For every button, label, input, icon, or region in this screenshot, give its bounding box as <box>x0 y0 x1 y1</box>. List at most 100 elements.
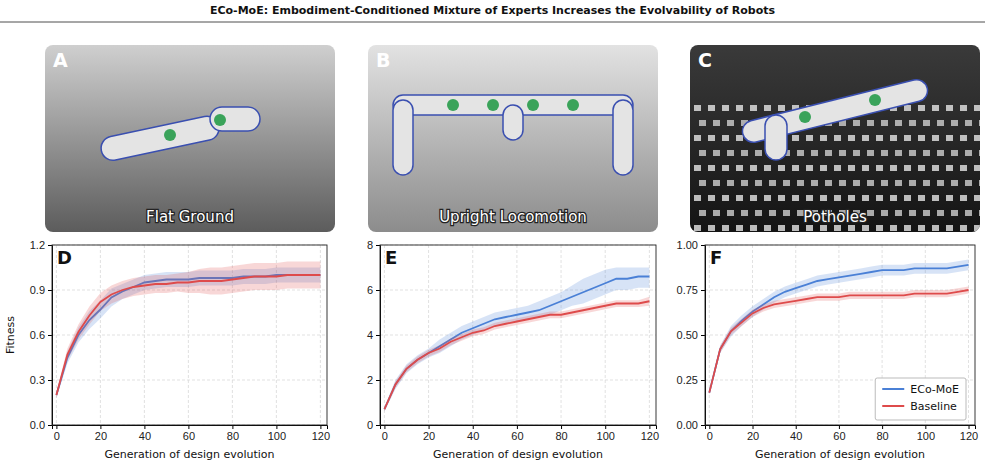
y-tick-label: 4 <box>367 329 373 341</box>
x-tick-mark <box>649 425 650 429</box>
terrain-block <box>783 180 790 186</box>
x-tick-mark <box>561 425 562 429</box>
terrain-block <box>923 180 930 186</box>
terrain-block <box>806 165 813 171</box>
x-tick-label: 20 <box>423 430 435 442</box>
terrain-block <box>848 195 855 201</box>
y-tick-label: 0.6 <box>30 329 45 341</box>
terrain-block <box>951 210 958 216</box>
x-axis-title: Generation of design evolution <box>755 448 925 461</box>
x-axis-line <box>53 426 328 430</box>
robot <box>99 107 260 163</box>
terrain-block <box>960 135 967 141</box>
x-tick-label: 0 <box>707 430 713 442</box>
image-panel: BUpright Locomotion <box>368 45 658 232</box>
terrain-block <box>750 195 757 201</box>
y-tick-mark <box>48 290 52 291</box>
panel-letter: A <box>53 49 68 71</box>
terrain-block <box>918 135 925 141</box>
terrain-block <box>932 195 939 201</box>
terrain-block <box>755 180 762 186</box>
terrain-block <box>960 105 967 111</box>
terrain-block <box>708 195 715 201</box>
confidence-band <box>709 259 968 394</box>
y-tick: 0.25 <box>677 374 705 386</box>
terrain-block <box>797 180 804 186</box>
terrain-block <box>764 165 771 171</box>
terrain-block <box>923 210 930 216</box>
x-tick-mark <box>188 425 189 429</box>
image-background <box>368 45 658 232</box>
terrain-block <box>979 180 980 186</box>
terrain-block <box>722 165 729 171</box>
x-tick-label: 120 <box>960 430 978 442</box>
x-axis-title: Generation of design evolution <box>433 448 603 461</box>
terrain-block <box>965 180 972 186</box>
terrain-block <box>820 195 827 201</box>
series-line <box>709 265 968 393</box>
y-tick: 0.9 <box>30 284 52 296</box>
terrain-block <box>895 180 902 186</box>
terrain-block <box>839 180 846 186</box>
terrain-block <box>792 225 799 231</box>
series-line <box>709 290 968 393</box>
plot-frame <box>705 245 975 425</box>
terrain-block <box>806 135 813 141</box>
terrain-block <box>694 165 701 171</box>
terrain-block <box>867 150 874 156</box>
terrain-block <box>848 165 855 171</box>
chart-panel: 02040608010012002468Generation of design… <box>367 239 659 461</box>
x-tick-label: 40 <box>139 430 151 442</box>
terrain-block <box>736 225 743 231</box>
legend: ECo-MoE Baseline <box>875 378 966 420</box>
terrain-block <box>904 195 911 201</box>
legend-swatch <box>882 388 904 390</box>
terrain-block <box>932 135 939 141</box>
legend-label: Baseline <box>910 400 957 413</box>
terrain-block <box>965 120 972 126</box>
x-tick: 80 <box>555 425 567 442</box>
confidence-band <box>56 262 320 399</box>
terrain-block <box>825 180 832 186</box>
x-tick-label: 80 <box>227 430 239 442</box>
x-tick-mark <box>473 425 474 429</box>
terrain-block <box>909 180 916 186</box>
terrain-block <box>918 105 925 111</box>
x-tick-label: 120 <box>641 430 659 442</box>
terrain-block <box>741 180 748 186</box>
y-tick-mark <box>376 245 380 246</box>
y-tick: 0.0 <box>30 419 52 431</box>
x-tick-mark <box>429 425 430 429</box>
plot-marks <box>56 262 320 399</box>
terrain-block <box>750 225 757 231</box>
robot <box>740 77 930 160</box>
terrain-block <box>974 195 980 201</box>
panel-letter: F <box>710 247 722 268</box>
plot-marks <box>709 259 968 394</box>
terrain-block <box>750 105 757 111</box>
terrain-block <box>918 195 925 201</box>
x-axis-line <box>706 426 976 430</box>
terrain-block <box>890 195 897 201</box>
x-tick: 20 <box>423 425 435 442</box>
terrain-block <box>825 150 832 156</box>
terrain-block <box>867 210 874 216</box>
x-tick-mark <box>709 425 710 429</box>
x-tick-mark <box>384 425 385 429</box>
terrain-block <box>722 105 729 111</box>
series-line <box>56 275 320 395</box>
grid-line-y <box>52 335 327 336</box>
terrain-block <box>708 165 715 171</box>
terrain-block <box>979 210 980 216</box>
terrain-block <box>881 210 888 216</box>
legend-label: ECo-MoE <box>910 383 959 396</box>
grid-line-x <box>428 245 429 425</box>
x-tick-label: 120 <box>312 430 330 442</box>
x-tick: 120 <box>960 425 978 442</box>
x-tick: 60 <box>183 425 195 442</box>
x-tick: 80 <box>876 425 888 442</box>
grid-line-y <box>380 335 656 336</box>
x-tick-label: 100 <box>917 430 935 442</box>
y-tick-label: 0.25 <box>677 374 698 386</box>
terrain-block <box>932 225 939 231</box>
